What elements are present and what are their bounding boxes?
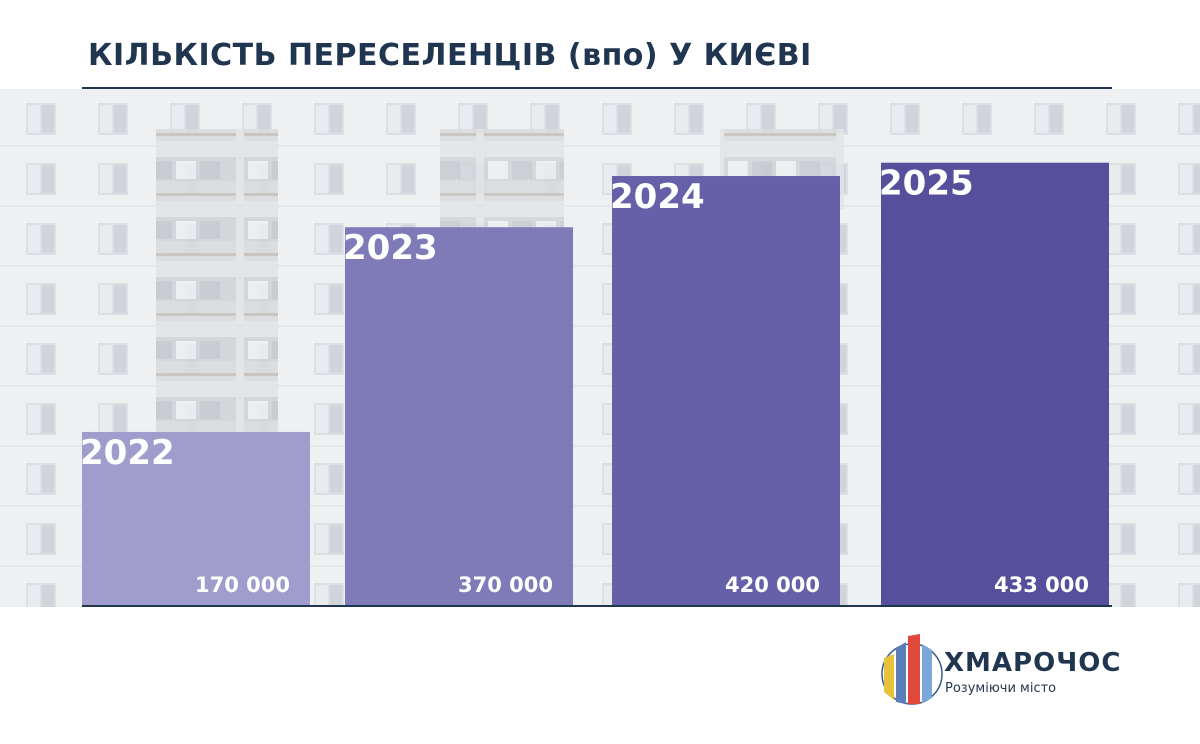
bar-2025 bbox=[881, 162, 1109, 607]
bar-category-label: 2024 bbox=[610, 177, 705, 217]
title-main: КІЛЬКІСТЬ ПЕРЕСЕЛЕНЦІВ bbox=[88, 38, 557, 73]
bar-2022 bbox=[82, 431, 310, 606]
bar-chart: 2022 170 000 2023 370 000 2024 420 000 2025 433… bbox=[0, 89, 1200, 607]
bar-value-label: 370 000 bbox=[458, 573, 553, 597]
brand-slogan: Розуміючи місто bbox=[945, 681, 1057, 696]
bar-value-label: 170 000 bbox=[195, 573, 290, 597]
title-tail: У КИЄВІ bbox=[669, 38, 812, 73]
bar-category-label: 2022 bbox=[80, 433, 175, 473]
bar-value-label: 433 000 bbox=[994, 573, 1089, 597]
bar-2023 bbox=[345, 227, 573, 606]
bars-group: 2022 170 000 2023 370 000 2024 420 000 2025 433… bbox=[80, 162, 1109, 607]
title-paren: (впо) bbox=[567, 38, 659, 73]
bar-category-label: 2023 bbox=[343, 228, 438, 268]
chart-area: 2022 170 000 2023 370 000 2024 420 000 2025 433… bbox=[0, 89, 1200, 607]
bar-2024 bbox=[612, 176, 840, 606]
bar-category-label: 2025 bbox=[879, 164, 974, 204]
title-divider bbox=[82, 87, 1112, 89]
brand-logo-icon bbox=[881, 634, 943, 705]
bar-value-label: 420 000 bbox=[725, 573, 820, 597]
brand-name: ХМАРОЧОС bbox=[944, 648, 1122, 678]
page-title: КІЛЬКІСТЬ ПЕРЕСЕЛЕНЦІВ (впо) У КИЄВІ bbox=[88, 38, 812, 73]
